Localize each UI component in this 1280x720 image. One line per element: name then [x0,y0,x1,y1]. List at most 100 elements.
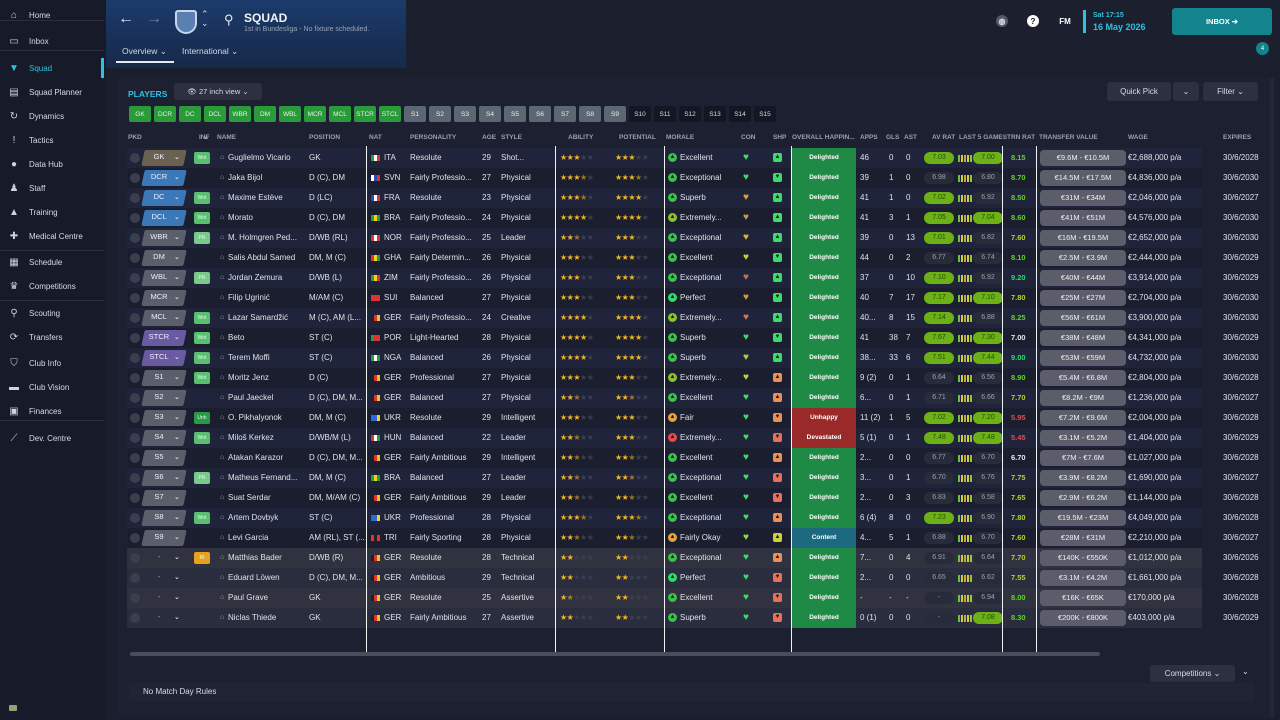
player-name[interactable]: Artem Dovbyk [228,513,279,522]
player-name[interactable]: Lazar Samardžić [228,313,289,322]
transfer-value[interactable]: €16M - €19.5M [1040,230,1126,246]
forward-arrow-icon[interactable]: → [146,10,162,27]
column-header-wage[interactable]: WAGE [1128,134,1148,141]
quick-pick-dropdown-button[interactable]: ⌄ [1173,82,1199,101]
sidebar-item-schedule[interactable]: ▦ Schedule [0,251,104,273]
player-name[interactable]: Guglielmo Vicario [228,153,291,162]
column-header-con[interactable]: CON [741,134,756,141]
transfer-value[interactable]: €25M - €27M [1040,290,1126,306]
column-header-morale[interactable]: MORALE [666,134,695,141]
pick-checkbox[interactable] [130,193,140,203]
pick-checkbox[interactable] [130,293,140,303]
column-header-gls[interactable]: GLS [886,134,900,141]
chevron-down-icon[interactable]: ⌄ [174,274,180,281]
sidebar-item-data-hub[interactable]: ● Data Hub [0,153,104,175]
position-chip-s12[interactable]: S12 [679,106,701,122]
position-chip-wbr[interactable]: WBR [229,106,251,122]
pick-checkbox[interactable] [130,593,140,603]
player-name[interactable]: Beto [228,333,245,342]
table-row[interactable]: S2 ⌄ ⌂ Paul Jaeckel D (C), DM, M... GER Balanc… [127,388,1259,408]
position-chip-s2[interactable]: S2 [429,106,451,122]
column-header-ast[interactable]: AST [904,134,917,141]
position-chip-dc[interactable]: DC [179,106,201,122]
chevron-down-icon[interactable]: ⌄ [174,554,180,561]
transfer-value[interactable]: €31M - €34M [1040,190,1126,206]
pick-checkbox[interactable] [130,473,140,483]
position-chip-s6[interactable]: S6 [529,106,551,122]
notification-badge[interactable]: 4 [1256,42,1269,55]
chevron-down-icon[interactable]: ⌄ [174,434,180,441]
view-selector-button[interactable]: 👁 27 inch view ⌄ [174,83,262,100]
transfer-value[interactable]: €200K - €800K [1040,610,1126,626]
sidebar-item-club-info[interactable]: ⛉ Club Info [0,352,104,374]
table-row[interactable]: MCL ⌄ Wnt ⌂ Lazar Samardžić M (C), AM (L... GE… [127,308,1259,328]
chevron-down-icon[interactable]: ⌄ [174,594,180,601]
position-chip-s4[interactable]: S4 [479,106,501,122]
pick-checkbox[interactable] [130,373,140,383]
pick-checkbox[interactable] [130,173,140,183]
column-header-name[interactable]: NAME [217,134,237,141]
pick-checkbox[interactable] [130,433,140,443]
pick-checkbox[interactable] [130,153,140,163]
player-name[interactable]: Atakan Karazor [228,453,284,462]
chevron-down-icon[interactable]: ⌄ [174,314,180,321]
position-chip-dcl[interactable]: DCL [204,106,226,122]
position-chip-mcl[interactable]: MCL [329,106,351,122]
column-header-shp[interactable]: SHP [773,134,787,141]
player-name[interactable]: Eduard Löwen [228,573,280,582]
column-header-happiness[interactable]: OVERALL HAPPIN... [792,134,855,141]
transfer-value[interactable]: €16K - €65K [1040,590,1126,606]
transfer-value[interactable]: €8.2M - €9M [1040,390,1126,406]
player-name[interactable]: Salis Abdul Samed [228,253,296,262]
player-name[interactable]: Jordan Zemura [228,273,283,282]
position-chip-s5[interactable]: S5 [504,106,526,122]
position-chip-s3[interactable]: S3 [454,106,476,122]
transfer-value[interactable]: €41M - €51M [1040,210,1126,226]
sidebar-item-training[interactable]: ▲ Training [0,201,104,223]
player-name[interactable]: Niclas Thiede [228,613,277,622]
position-chip-mcr[interactable]: MCR [304,106,326,122]
position-chip-s7[interactable]: S7 [554,106,576,122]
filter-button[interactable]: Filter ⌄ [1203,82,1258,101]
column-header-inf[interactable]: INF [199,134,210,141]
tab-overview[interactable]: Overview ⌄ [122,46,167,56]
chevron-down-icon[interactable]: ⌄ [174,494,180,501]
pick-checkbox[interactable] [130,533,140,543]
quick-pick-button[interactable]: Quick Pick [1107,82,1171,101]
column-header-expires[interactable]: EXPIRES [1223,134,1252,141]
column-header-personality[interactable]: PERSONALITY [410,134,457,141]
player-name[interactable]: Suat Serdar [228,493,271,502]
player-name[interactable]: Miloš Kerkez [228,433,274,442]
chevron-down-icon[interactable]: ⌄ [174,194,180,201]
sidebar-item-finances[interactable]: ▣ Finances [0,400,104,422]
transfer-value[interactable]: €9.6M - €10.5M [1040,150,1126,166]
player-name[interactable]: Paul Jaeckel [228,393,274,402]
sidebar-item-club-vision[interactable]: ▬ Club Vision [0,376,104,398]
transfer-value[interactable]: €2.9M - €6.2M [1040,490,1126,506]
chevron-down-icon[interactable]: ⌄ [174,154,180,161]
player-name[interactable]: Levi Garcia [228,533,269,542]
chevron-down-icon[interactable]: ⌄ [174,234,180,241]
column-header-trn-rat[interactable]: TRN RAT [1007,134,1036,141]
position-chip-s11[interactable]: S11 [654,106,676,122]
pick-checkbox[interactable] [130,573,140,583]
position-chip-s8[interactable]: S8 [579,106,601,122]
column-header-ability[interactable]: ABILITY [568,134,594,141]
player-name[interactable]: Maxime Estève [228,193,283,202]
transfer-value[interactable]: €3.9M - €8.2M [1040,470,1126,486]
table-row[interactable]: WBR ⌄ PR ⌂ M. Holmgren Ped... D/WB (RL) NOR Fai… [127,228,1259,248]
chevron-down-icon[interactable]: ⌄ [174,294,180,301]
chevron-down-icon[interactable]: ⌄ [174,614,180,621]
chevron-down-icon[interactable]: ⌄ [174,174,180,181]
chevron-down-icon[interactable]: ⌄ [174,514,180,521]
sidebar-item-competitions[interactable]: ♛ Competitions [0,275,104,297]
position-chip-s10[interactable]: S10 [629,106,651,122]
club-crest-icon[interactable] [175,10,197,34]
pick-checkbox[interactable] [130,273,140,283]
column-header-pkd[interactable]: PKD [128,134,142,141]
chevron-down-icon[interactable]: ⌄ [174,534,180,541]
pick-checkbox[interactable] [130,513,140,523]
sidebar-item-tactics[interactable]: ! Tactics [0,129,104,151]
pick-checkbox[interactable] [130,353,140,363]
tab-international[interactable]: International ⌄ [182,46,239,56]
